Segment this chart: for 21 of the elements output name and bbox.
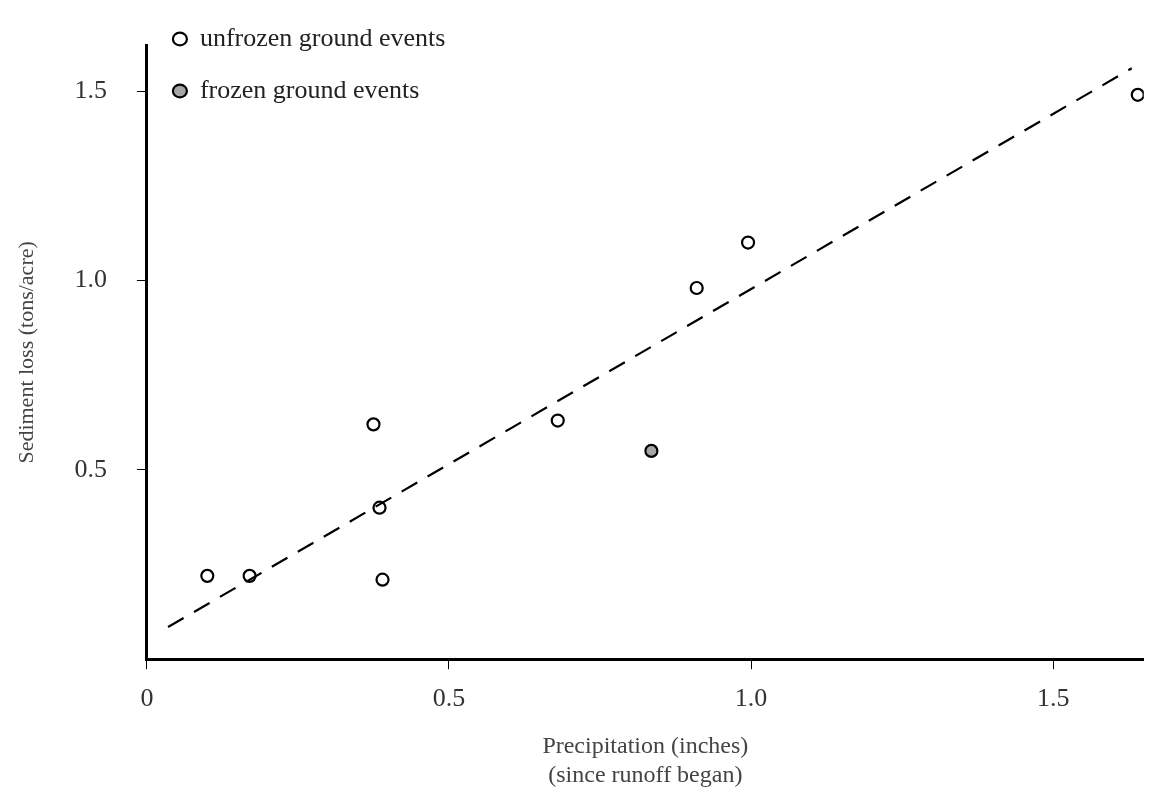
x-tick-label: 1.0 [734,682,768,712]
x-tick-label: 0.5 [432,682,466,712]
legend-label: frozen ground events [199,74,420,104]
x-axis-title: Precipitation (inches) (since runoff began) [542,732,749,787]
x-tick-label: 1.5 [1036,682,1070,712]
point [242,568,257,583]
point [550,413,565,428]
point [689,280,704,296]
point [372,500,387,515]
point [200,568,215,583]
point [740,235,756,250]
point [366,417,381,432]
point [644,443,659,458]
point [1130,87,1144,102]
y-tick-label: 1.0 [74,264,107,294]
x-tick-label: 0 [140,682,154,712]
y-axis-title: Sediment loss (tons/acre) [12,241,38,464]
point [375,572,390,587]
legend-label: unfrozen ground events [199,22,446,52]
y-tick-label: 0.5 [74,453,107,483]
y-tick-label: 1.5 [74,74,107,104]
